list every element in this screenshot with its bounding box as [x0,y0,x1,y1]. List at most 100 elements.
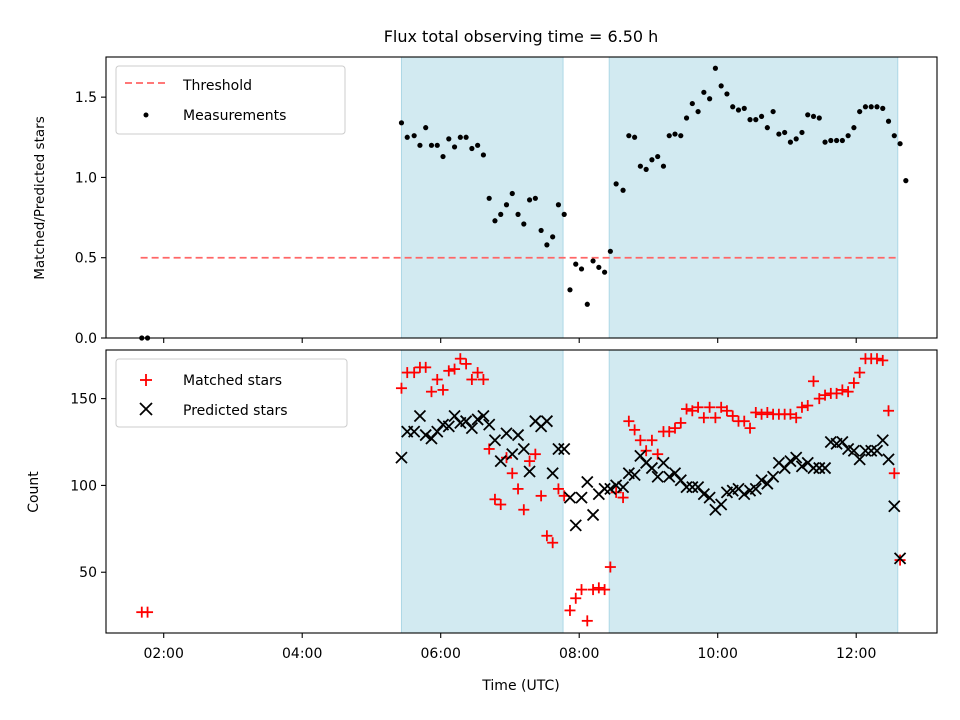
matched-stars-point [698,412,710,424]
matched-stars-point [721,405,733,417]
measurement-point [833,137,840,144]
measurement-point [695,108,701,115]
top-axes: 0.0 0.5 1.0 1.5 Flux total observing time =… [32,27,938,347]
predicted-stars-point [477,409,490,423]
matched-stars-point [854,367,866,379]
predicted-stars-point [598,482,611,496]
predicted-stars-point [882,453,895,466]
measurement-point [434,142,440,148]
measurement-point [521,221,527,227]
predicted-stars-point [483,418,496,431]
predicted-stars-point [563,491,577,504]
predicted-stars-point [628,468,641,482]
measurement-point [897,141,903,147]
predicted-stars-point [523,465,536,478]
top-y-tick-label: 1.0 [75,170,97,186]
bottom-y-ticks: 50 100 150 [70,392,106,581]
top-legend-box [115,65,346,135]
x-axis-label: Time (UTC) [481,678,559,694]
predicted-stars-point [552,442,565,456]
measurement-point [689,100,695,107]
measurement-point [584,301,590,307]
predicted-stars-point [703,491,716,504]
bottom-y-tick-label: 50 [79,565,97,581]
predicted-stars-point [517,442,530,456]
measurement-point [561,211,567,217]
measurement-point [567,287,573,293]
matched-stars-point [883,405,895,417]
predicted-stars-point [569,519,582,532]
matched-stars-point [489,493,501,505]
measurement-point [868,104,874,110]
matched-stars-point [888,467,900,479]
measurement-point [903,178,909,184]
predicted-stars-point [784,454,797,468]
measurement-point [701,89,707,95]
bottom-axes: 02:00 04:00 06:00 08:00 10:00 12:00 50100150 … [26,349,938,694]
matched-stars-point [500,452,512,464]
bottom-legend-box [115,358,348,428]
measurement-point [469,145,475,152]
matched-stars-point [784,408,796,420]
matched-stars-point [604,561,616,573]
measurement-point [550,234,556,240]
measurement-point [822,139,828,145]
measurement-point [735,107,742,113]
predicted-stars-point [790,451,803,464]
predicted-stars-point [471,413,484,426]
predicted-stars-point [395,451,408,464]
measurement-point [613,181,619,187]
matched-stars-point [634,434,646,446]
shaded-region [608,56,899,339]
bottom-y-axis-label: Count [26,471,42,513]
predicted-stars-point [853,453,866,466]
legend-measurements-label: Measurements [183,108,286,124]
measurement-point [492,218,498,224]
measurement-point [764,125,770,131]
measurement-point [805,112,811,118]
predicted-stars-point [604,482,617,496]
x-tick-label: 08:00 [559,646,599,662]
matched-stars-point [813,393,825,405]
predicted-stars-point [413,409,427,423]
top-y-tick-label: 0.5 [75,251,97,267]
measurement-point [404,134,410,140]
matched-stars-point [681,403,693,415]
matched-stars-point [581,615,593,627]
matched-stars-point [675,417,687,429]
measurement-point [457,134,463,140]
measurement-point [828,137,834,144]
matched-stars-point [831,387,843,399]
matched-stars-point [535,490,547,502]
measurement-point [515,211,521,217]
matched-stars-point [425,386,437,398]
matched-stars-point [663,426,675,438]
measurement-point [787,139,794,145]
bottom-y-tick-label: 100 [70,478,97,494]
measurement-point [532,195,538,201]
bottom-axes-frame [105,349,938,634]
predicted-stars-point [755,474,768,487]
measurement-point [816,115,822,121]
predicted-stars-point [488,434,502,447]
predicted-stars-point [697,487,710,501]
predicted-stars-point [586,508,600,522]
matched-stars-point [552,483,564,495]
matched-stars-point [506,467,518,479]
measurement-point [776,131,782,137]
measurement-point [486,195,492,201]
shaded-region [400,56,564,339]
matched-stars-point [894,554,906,566]
measurement-point [851,125,857,131]
matched-stars-point [796,401,808,413]
predicted-stars-point [645,461,659,475]
predicted-stars-point [511,428,525,442]
chart-title: Flux total observing time = 6.50 h [384,27,659,46]
measurement-point [573,261,579,267]
predicted-stars-point [847,444,861,457]
predicted-stars-point [465,421,479,435]
predicted-stars-point [610,479,623,492]
matched-stars-point [460,358,472,370]
matched-stars-point [420,361,432,373]
matched-stars-point [756,408,768,420]
